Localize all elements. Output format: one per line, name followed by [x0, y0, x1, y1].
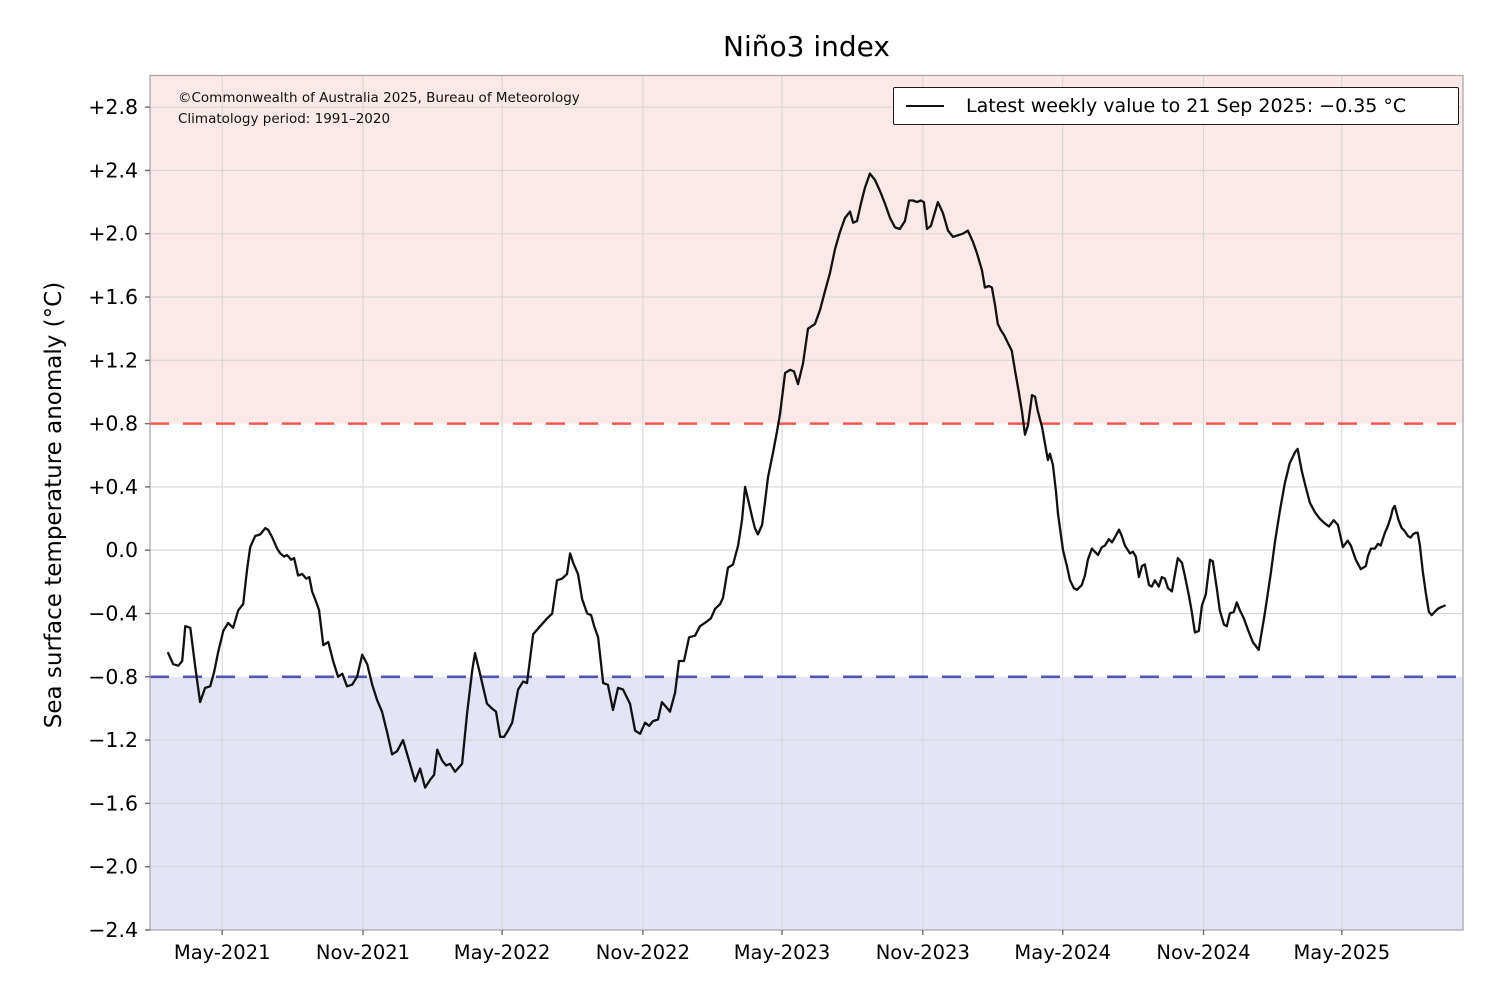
y-tick-label: +0.4: [88, 475, 138, 499]
x-tick-label: Nov-2021: [316, 941, 410, 964]
y-tick-label: −2.0: [88, 855, 138, 879]
chart-title: Niño3 index: [723, 30, 890, 63]
el-nino-band: [150, 75, 1463, 424]
y-tick-label: −2.4: [88, 918, 138, 942]
x-tick-label: Nov-2023: [876, 941, 970, 964]
legend-line-sample-icon: [906, 105, 944, 107]
legend: Latest weekly value to 21 Sep 2025: −0.3…: [893, 87, 1459, 125]
x-tick-label: May-2025: [1293, 941, 1390, 964]
climatology-period-line: Climatology period: 1991–2020: [178, 111, 391, 127]
y-tick-label: +2.4: [88, 158, 138, 182]
x-tick-label: Nov-2024: [1156, 941, 1250, 964]
y-tick-label: −1.6: [88, 791, 138, 815]
y-tick-label: −0.8: [88, 665, 138, 689]
y-tick-label: −0.4: [88, 602, 138, 626]
x-tick-label: May-2022: [454, 941, 551, 964]
copyright-line: ©Commonwealth of Australia 2025, Bureau …: [178, 90, 580, 106]
y-tick-label: +2.0: [88, 222, 138, 246]
x-tick-label: May-2023: [734, 941, 831, 964]
weekly-value-line: [167, 172, 1446, 789]
y-axis-label: Sea surface temperature anomaly (°C): [41, 281, 67, 729]
x-tick-label: May-2024: [1014, 941, 1111, 964]
y-tick-label: 0.0: [105, 538, 138, 562]
x-tick-label: May-2021: [174, 941, 271, 964]
y-tick-label: −1.2: [88, 728, 138, 752]
legend-label: Latest weekly value to 21 Sep 2025: −0.3…: [966, 95, 1407, 117]
x-tick-label: Nov-2022: [596, 941, 690, 964]
plot-border: [149, 74, 1464, 931]
copyright-note: ©Commonwealth of Australia 2025, Bureau …: [178, 88, 580, 130]
y-tick-label: +1.6: [88, 285, 138, 309]
y-tick-label: +1.2: [88, 348, 138, 372]
y-tick-label: +2.8: [88, 95, 138, 119]
y-tick-label: +0.8: [88, 412, 138, 436]
